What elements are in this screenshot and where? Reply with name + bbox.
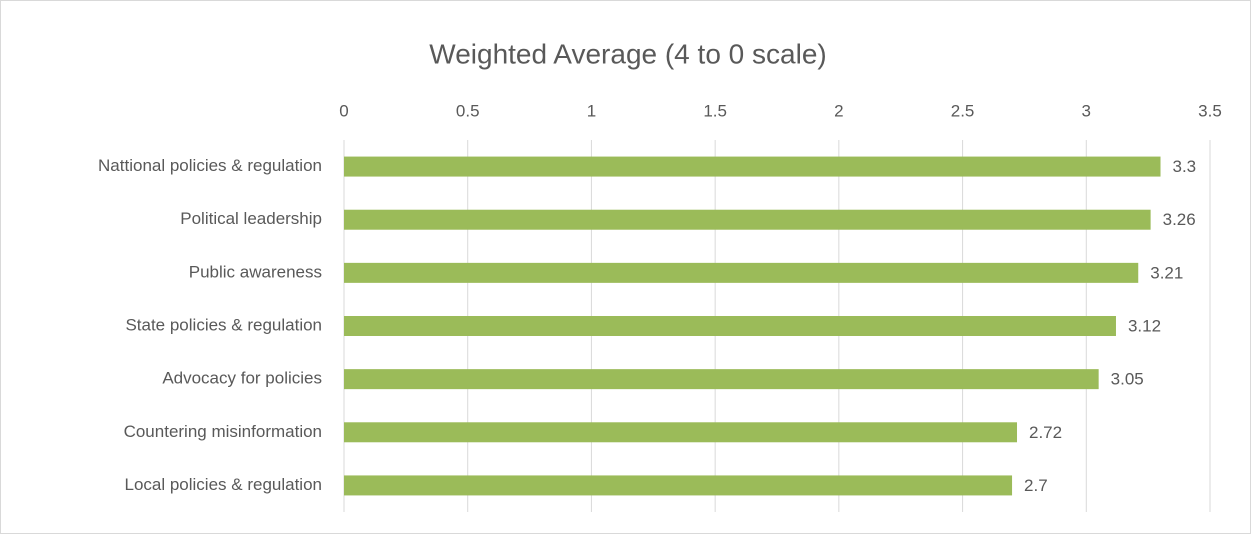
x-tick-label: 1.5 xyxy=(703,101,727,120)
x-tick-label: 0.5 xyxy=(456,101,480,120)
y-tick-label: Advocacy for policies xyxy=(162,369,322,388)
bar xyxy=(344,422,1018,443)
bar xyxy=(344,209,1151,230)
y-tick-label: State policies & regulation xyxy=(125,315,322,334)
data-label: 2.7 xyxy=(1024,476,1048,495)
chart-title: Weighted Average (4 to 0 scale) xyxy=(429,38,826,69)
x-tick-label: 3.5 xyxy=(1198,101,1222,120)
data-label: 2.72 xyxy=(1029,423,1062,442)
data-label: 3.26 xyxy=(1163,210,1196,229)
bar xyxy=(344,156,1161,177)
y-tick-label: Countering misinformation xyxy=(124,422,322,441)
data-label: 3.21 xyxy=(1150,263,1183,282)
x-tick-label: 1 xyxy=(587,101,596,120)
x-tick-label: 2.5 xyxy=(951,101,975,120)
y-tick-label: Political leadership xyxy=(180,209,322,228)
x-tick-label: 2 xyxy=(834,101,843,120)
bar xyxy=(344,475,1013,496)
bar xyxy=(344,262,1139,283)
bar xyxy=(344,316,1116,336)
data-label: 3.3 xyxy=(1173,157,1197,176)
x-tick-label: 0 xyxy=(339,101,348,120)
bar xyxy=(344,369,1099,390)
data-label: 3.05 xyxy=(1111,370,1144,389)
y-tick-label: Nattional policies & regulation xyxy=(98,156,322,175)
data-label: 3.12 xyxy=(1128,316,1161,335)
y-tick-label: Public awareness xyxy=(189,262,322,281)
x-tick-label: 3 xyxy=(1082,101,1091,120)
y-tick-label: Local policies & regulation xyxy=(124,475,322,494)
